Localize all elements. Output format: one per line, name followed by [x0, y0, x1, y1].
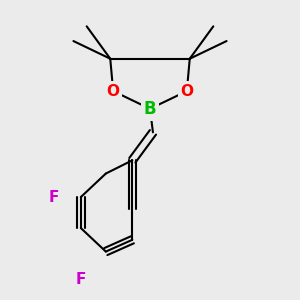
- Text: O: O: [180, 84, 193, 99]
- Text: B: B: [144, 100, 156, 118]
- Text: F: F: [76, 272, 86, 287]
- Text: F: F: [49, 190, 59, 205]
- Text: O: O: [107, 84, 120, 99]
